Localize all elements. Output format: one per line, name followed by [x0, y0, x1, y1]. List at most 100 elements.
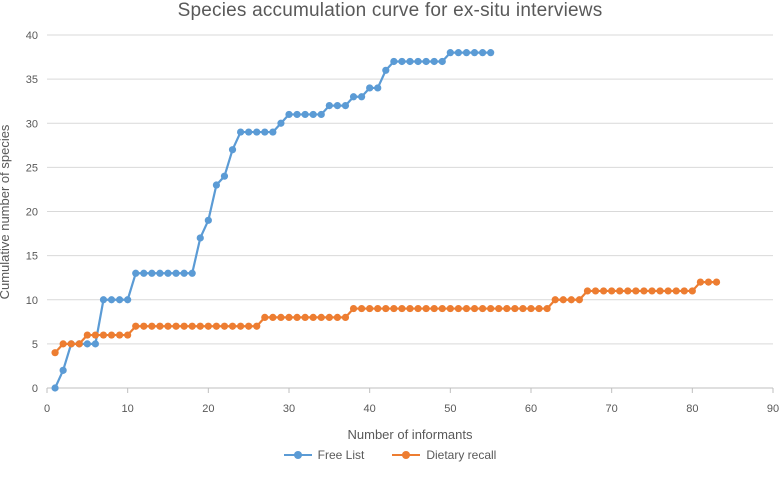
- point-free-list: [293, 110, 301, 119]
- point-dietary-recall: [704, 278, 713, 286]
- point-dietary-recall: [664, 287, 672, 295]
- point-dietary-recall: [317, 313, 325, 321]
- legend-swatch-free-list: [283, 449, 312, 461]
- legend-item-free-list[interactable]: Free List: [283, 448, 364, 462]
- point-dietary-recall: [253, 322, 261, 330]
- point-free-list: [277, 119, 285, 127]
- point-free-list: [285, 110, 293, 119]
- point-dietary-recall: [116, 331, 124, 339]
- point-dietary-recall: [75, 340, 83, 348]
- point-free-list: [172, 269, 180, 277]
- point-dietary-recall: [551, 296, 559, 304]
- point-dietary-recall: [430, 304, 438, 313]
- y-tick-label-20: 20: [26, 207, 38, 219]
- point-dietary-recall: [640, 287, 648, 295]
- y-axis-label: Cumulative number of species: [0, 124, 12, 299]
- point-dietary-recall: [349, 304, 358, 313]
- x-tick-label-10: 10: [122, 403, 134, 415]
- point-dietary-recall: [382, 304, 390, 313]
- point-dietary-recall: [212, 322, 220, 330]
- point-dietary-recall: [680, 287, 688, 295]
- point-dietary-recall: [293, 313, 301, 321]
- point-free-list: [414, 57, 422, 66]
- point-dietary-recall: [503, 304, 511, 313]
- point-dietary-recall: [462, 304, 471, 313]
- point-free-list: [148, 269, 156, 277]
- point-dietary-recall: [688, 287, 696, 295]
- point-free-list: [406, 57, 414, 66]
- legend: Free List Dietary recall: [0, 448, 780, 462]
- point-dietary-recall: [632, 287, 640, 295]
- point-dietary-recall: [479, 304, 487, 313]
- point-dietary-recall: [180, 322, 188, 330]
- point-free-list: [422, 57, 430, 66]
- y-tick-label-15: 15: [26, 251, 38, 263]
- series-layer: [51, 49, 721, 392]
- point-free-list: [462, 49, 471, 57]
- point-dietary-recall: [107, 331, 116, 339]
- point-free-list: [204, 216, 212, 224]
- legend-item-dietary-recall[interactable]: Dietary recall: [392, 448, 496, 462]
- point-free-list: [132, 269, 140, 277]
- point-dietary-recall: [277, 313, 285, 321]
- point-dietary-recall: [575, 296, 584, 304]
- point-dietary-recall: [156, 322, 164, 330]
- point-free-list: [479, 49, 487, 57]
- point-free-list: [341, 102, 350, 110]
- point-dietary-recall: [124, 331, 132, 339]
- point-dietary-recall: [567, 296, 575, 304]
- point-dietary-recall: [172, 322, 180, 330]
- point-free-list: [374, 84, 382, 92]
- point-dietary-recall: [446, 304, 454, 313]
- point-dietary-recall: [333, 313, 341, 321]
- point-dietary-recall: [220, 322, 229, 330]
- point-dietary-recall: [527, 304, 535, 313]
- tick-labels: 0 5 10 15 20 25 30 35 40 0 10 20 30 40 50 60 70 80 90: [26, 30, 779, 415]
- point-dietary-recall: [140, 322, 148, 330]
- point-dietary-recall: [301, 313, 309, 321]
- point-dietary-recall: [543, 304, 551, 313]
- point-free-list: [212, 181, 220, 189]
- point-dietary-recall: [454, 304, 462, 313]
- point-free-list: [398, 57, 406, 66]
- point-dietary-recall: [59, 340, 67, 348]
- point-free-list: [349, 93, 358, 101]
- point-free-list: [156, 269, 164, 277]
- point-dietary-recall: [712, 278, 721, 286]
- point-free-list: [446, 49, 454, 57]
- y-tick-label-10: 10: [26, 295, 38, 307]
- point-dietary-recall: [656, 287, 664, 295]
- point-dietary-recall: [696, 278, 705, 286]
- point-free-list: [487, 49, 495, 57]
- y-tick-label-35: 35: [26, 74, 38, 86]
- x-tick-label-0: 0: [44, 403, 50, 415]
- chart-title: Species accumulation curve for ex-situ i…: [177, 0, 603, 21]
- x-tick-label-90: 90: [767, 403, 779, 415]
- point-free-list: [140, 269, 148, 277]
- point-dietary-recall: [309, 313, 317, 321]
- point-dietary-recall: [511, 304, 519, 313]
- x-tick-label-20: 20: [202, 403, 214, 415]
- point-free-list: [124, 296, 132, 304]
- x-axis-label: Number of informants: [348, 427, 473, 442]
- point-dietary-recall: [285, 313, 293, 321]
- point-dietary-recall: [228, 322, 237, 330]
- point-free-list: [358, 93, 366, 101]
- point-dietary-recall: [261, 313, 269, 321]
- point-free-list: [454, 49, 462, 57]
- point-dietary-recall: [390, 304, 398, 313]
- point-dietary-recall: [358, 304, 366, 313]
- point-free-list: [196, 234, 204, 242]
- point-free-list: [253, 128, 261, 136]
- point-free-list: [83, 340, 91, 348]
- point-free-list: [317, 110, 325, 119]
- point-dietary-recall: [374, 304, 382, 313]
- point-free-list: [261, 128, 269, 136]
- point-free-list: [430, 57, 438, 66]
- point-free-list: [309, 110, 317, 119]
- point-dietary-recall: [398, 304, 406, 313]
- point-dietary-recall: [164, 322, 172, 330]
- point-free-list: [51, 384, 59, 392]
- x-tick-label-50: 50: [444, 403, 456, 415]
- point-dietary-recall: [99, 331, 108, 339]
